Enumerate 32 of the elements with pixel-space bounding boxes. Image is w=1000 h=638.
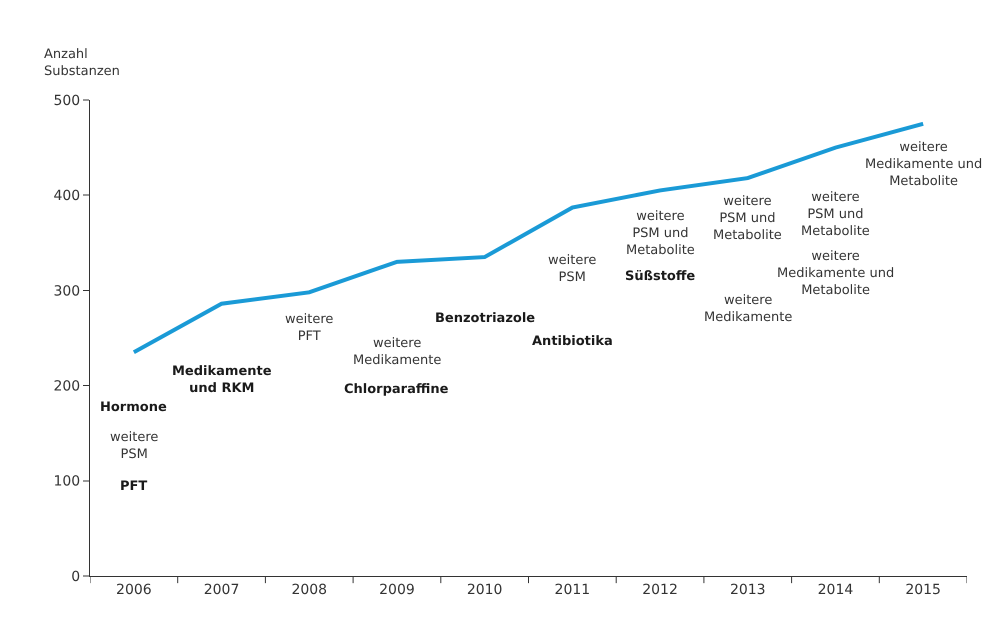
annotation: weitere PSM bbox=[110, 430, 158, 462]
annotation: Antibiotika bbox=[532, 334, 613, 349]
annotation: Süßstoffe bbox=[625, 269, 696, 284]
x-tick-label: 2007 bbox=[204, 582, 240, 598]
annotation: weitere Medikamente und Metabolite bbox=[865, 140, 982, 189]
y-tick-label: 100 bbox=[53, 474, 80, 490]
annotation: Benzotriazole bbox=[435, 311, 536, 326]
annotation: Hormone bbox=[100, 400, 167, 415]
y-tick-label: 400 bbox=[53, 188, 80, 204]
annotation: Medikamente und RKM bbox=[172, 364, 272, 396]
y-axis-title: Anzahl Substanzen bbox=[44, 47, 120, 79]
annotation: PFT bbox=[120, 479, 148, 494]
x-tick-label: 2010 bbox=[466, 582, 502, 598]
y-tick-label: 0 bbox=[71, 568, 80, 585]
x-tick-label: 2006 bbox=[116, 582, 152, 598]
annotation: weitere PFT bbox=[285, 312, 334, 344]
x-tick-label: 2011 bbox=[554, 582, 590, 598]
x-tick-label: 2012 bbox=[642, 582, 678, 598]
annotation: weitere PSM und Metabolite bbox=[801, 190, 870, 239]
x-tick-label: 2009 bbox=[379, 582, 415, 598]
annotation: weitere PSM und Metabolite bbox=[713, 194, 782, 243]
y-tick-label: 300 bbox=[53, 283, 80, 300]
y-tick-label: 200 bbox=[53, 378, 80, 394]
annotation: weitere Medikamente bbox=[353, 336, 442, 368]
x-tick-label: 2014 bbox=[818, 582, 854, 598]
annotation: Chlorparaffine bbox=[344, 382, 449, 397]
x-tick-label: 2015 bbox=[905, 582, 941, 598]
x-tick-label: 2013 bbox=[730, 582, 766, 598]
x-tick-label: 2008 bbox=[291, 582, 328, 598]
y-tick-label: 500 bbox=[53, 92, 80, 109]
annotation: weitere PSM und Metabolite bbox=[626, 209, 695, 258]
annotation: weitere PSM bbox=[548, 253, 596, 285]
